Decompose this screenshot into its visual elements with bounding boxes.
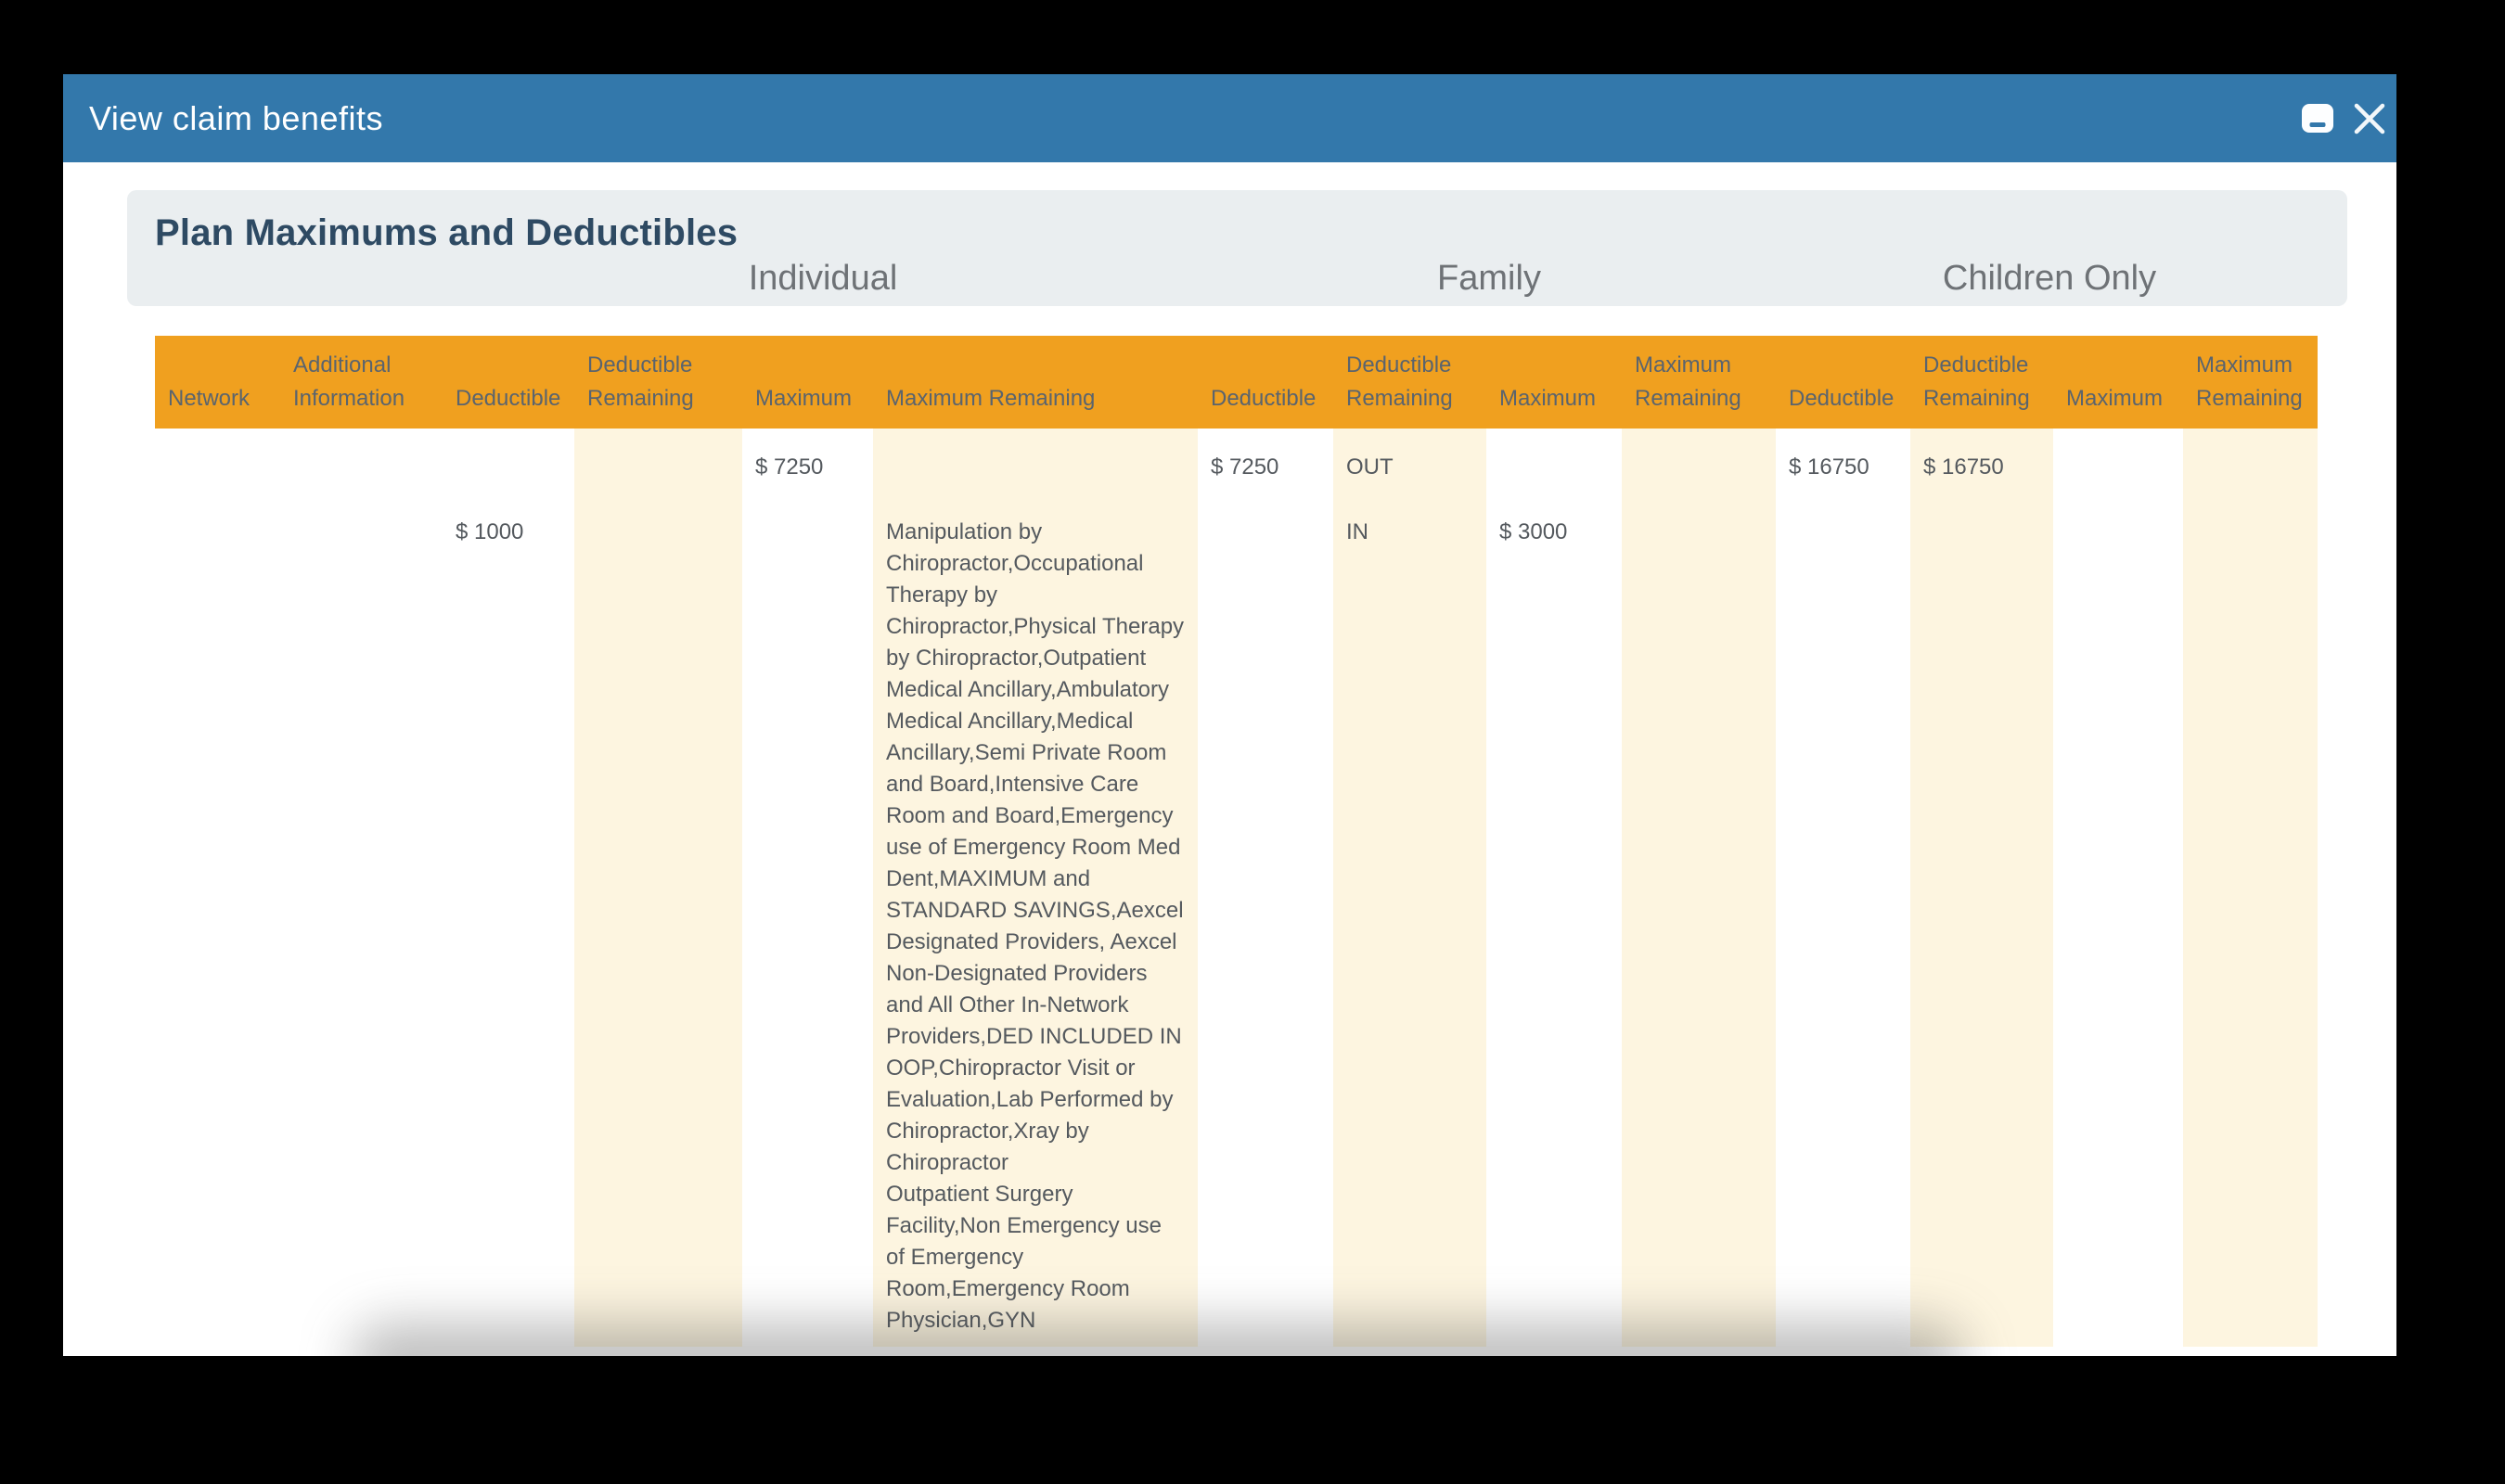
- col-header-children-deductible-remaining: Deductible Remaining: [1910, 336, 2053, 429]
- col-header-additional-information: Additional Information: [280, 336, 443, 429]
- cell-individual-deductible: [443, 429, 574, 493]
- cell-network: [155, 429, 280, 493]
- cell-individual-maximum-remaining: Manipulation by Chiropractor,Occupationa…: [873, 493, 1198, 1347]
- group-header-family: Family: [1437, 259, 1541, 298]
- cell-family-maximum: $ 3000: [1486, 493, 1622, 1347]
- dialog-title: View claim benefits: [89, 98, 383, 137]
- cell-children-deductible-remaining: [1910, 493, 2053, 1347]
- col-header-family-deductible: Deductible: [1198, 336, 1333, 429]
- minimize-icon: [2302, 104, 2333, 133]
- cell-children-deductible: $ 16750: [1776, 429, 1910, 493]
- cell-family-deductible-remaining: IN: [1333, 493, 1486, 1347]
- plan-maximums-panel: Plan Maximums and Deductibles Individual…: [127, 190, 2347, 306]
- col-header-children-maximum: Maximum: [2053, 336, 2183, 429]
- cell-individual-maximum-remaining: [873, 429, 1198, 493]
- table-row: $ 1000 Manipulation by Chiropractor,Occu…: [155, 493, 2318, 1347]
- table-header-row: Network Additional Information Deductibl…: [155, 336, 2318, 429]
- cell-children-maximum-remaining: [2183, 493, 2318, 1347]
- cell-family-deductible-remaining: OUT: [1333, 429, 1486, 493]
- col-header-family-maximum-remaining: Maximum Remaining: [1622, 336, 1776, 429]
- cell-individual-maximum: $ 7250: [742, 429, 873, 493]
- benefits-table: Network Additional Information Deductibl…: [155, 336, 2318, 1347]
- col-header-network: Network: [155, 336, 280, 429]
- col-header-family-maximum: Maximum: [1486, 336, 1622, 429]
- group-header-individual: Individual: [748, 259, 898, 298]
- cell-family-maximum: [1486, 429, 1622, 493]
- view-claim-benefits-dialog: View claim benefits Plan Maximums and De…: [63, 74, 2396, 1356]
- cell-individual-deductible: $ 1000: [443, 493, 574, 1347]
- minimize-button[interactable]: [2300, 101, 2335, 136]
- cell-individual-maximum: [742, 493, 873, 1347]
- benefits-table-container: Network Additional Information Deductibl…: [155, 336, 2396, 1347]
- close-icon: [2354, 103, 2385, 134]
- cell-children-maximum-remaining: [2183, 429, 2318, 493]
- col-header-individual-maximum-remaining: Maximum Remaining: [873, 336, 1198, 429]
- close-button[interactable]: [2352, 101, 2387, 136]
- cell-children-deductible-remaining: $ 16750: [1910, 429, 2053, 493]
- cell-children-maximum: [2053, 493, 2183, 1347]
- table-row: $ 7250 $ 7250 OUT $ 16750 $ 16750: [155, 429, 2318, 493]
- cell-network: [155, 493, 280, 1347]
- cell-additional-information: [280, 493, 443, 1347]
- cell-family-deductible: [1198, 493, 1333, 1347]
- dialog-titlebar: View claim benefits: [63, 74, 2396, 162]
- col-header-children-deductible: Deductible: [1776, 336, 1910, 429]
- cell-individual-deductible-remaining: [574, 429, 742, 493]
- cell-additional-information: [280, 429, 443, 493]
- window-controls: [2300, 101, 2387, 136]
- group-header-children-only: Children Only: [1942, 259, 2157, 298]
- col-header-individual-deductible: Deductible: [443, 336, 574, 429]
- col-header-individual-deductible-remaining: Deductible Remaining: [574, 336, 742, 429]
- col-header-family-deductible-remaining: Deductible Remaining: [1333, 336, 1486, 429]
- cell-children-deductible: [1776, 493, 1910, 1347]
- cell-children-maximum: [2053, 429, 2183, 493]
- cell-individual-deductible-remaining: [574, 493, 742, 1347]
- col-header-individual-maximum: Maximum: [742, 336, 873, 429]
- cell-family-maximum-remaining: [1622, 493, 1776, 1347]
- section-heading: Plan Maximums and Deductibles: [155, 212, 739, 253]
- col-header-children-maximum-remaining: Maximum Remaining: [2183, 336, 2318, 429]
- cell-family-maximum-remaining: [1622, 429, 1776, 493]
- cell-family-deductible: $ 7250: [1198, 429, 1333, 493]
